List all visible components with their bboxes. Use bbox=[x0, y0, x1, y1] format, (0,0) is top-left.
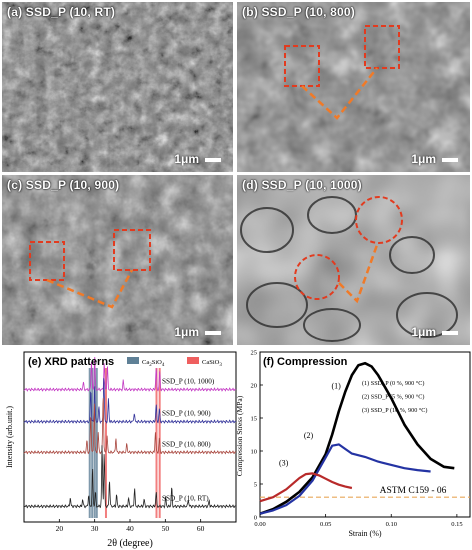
xrd-x-tick-label: 30 bbox=[91, 524, 99, 533]
compression-x-axis-label: Strain (%) bbox=[348, 529, 381, 538]
panel-d-grains bbox=[240, 196, 458, 342]
panel-a-scale-line bbox=[205, 157, 221, 162]
panel-c-scale-line bbox=[205, 330, 221, 335]
compression-series-line bbox=[259, 443, 431, 515]
xrd-reference-band bbox=[95, 368, 98, 518]
compression-x-tick-label: 0.05 bbox=[320, 521, 331, 528]
panel-c-arrow bbox=[46, 269, 134, 309]
compression-legend-entry: (1) SSD_P (0 %, 900 °C) bbox=[362, 380, 424, 387]
xrd-series-line bbox=[23, 357, 237, 392]
xrd-chart: SSD_P (10, 1000) SSD_P (10, 900) SSD_P (10… bbox=[5, 351, 237, 549]
sem-panel-d: (d) SSD_P (10, 1000) 1μm bbox=[237, 175, 470, 345]
compression-curve-markers: (1) (2) (3) bbox=[279, 381, 341, 467]
xrd-series-label: SSD_P (10, RT) bbox=[162, 494, 209, 502]
panel-b-scale-bar: 1μm bbox=[411, 152, 458, 166]
xrd-series-label: SSD_P (10, 1000) bbox=[162, 378, 215, 386]
panel-b-scale-line bbox=[442, 157, 458, 162]
compression-series-lines bbox=[259, 361, 455, 515]
xrd-legend-label-ca2sio4: Ca2SiO4 bbox=[142, 359, 165, 368]
compression-legend: (1) SSD_P (0 %, 900 °C) (2) SSD_P (5 %, 9… bbox=[362, 380, 428, 414]
chart-panels: SSD_P (10, 1000) SSD_P (10, 900) SSD_P (10… bbox=[5, 350, 471, 549]
compression-x-tick-label: 0.15 bbox=[451, 521, 462, 528]
xrd-series-label: SSD_P (10, 800) bbox=[162, 440, 211, 448]
panel-d-scale-bar: 1μm bbox=[411, 325, 458, 339]
sem-panel-b: (b) SSD_P (10, 800) 1μm bbox=[237, 2, 470, 172]
compression-y-tick-label: 25 bbox=[251, 350, 258, 357]
xrd-series-line bbox=[23, 397, 237, 455]
xrd-x-ticks: 20 30 40 50 60 bbox=[56, 519, 205, 533]
panel-c-label: (c) SSD_P (10, 900) bbox=[7, 178, 120, 192]
sem-panel-a: (a) SSD_P (10, RT) 1μm bbox=[2, 2, 233, 172]
xrd-legend-label-casio3: CaSiO3 bbox=[202, 359, 222, 368]
compression-plot-frame bbox=[259, 351, 471, 518]
compression-y-tick-label: 5 bbox=[254, 482, 257, 489]
compression-y-tick-label: 15 bbox=[251, 416, 258, 423]
panel-b-scale-label: 1μm bbox=[411, 152, 436, 166]
astm-reference-label: ASTM C159 - 06 bbox=[380, 486, 447, 496]
xrd-series-labels: SSD_P (10, 1000) SSD_P (10, 900) SSD_P (10… bbox=[162, 378, 215, 503]
compression-y-tick-label: 20 bbox=[251, 383, 258, 390]
compression-curve-marker: (3) bbox=[279, 459, 289, 468]
xrd-reference-band bbox=[93, 368, 96, 518]
panel-a-scale-bar: 1μm bbox=[174, 152, 221, 166]
xrd-reference-band bbox=[104, 368, 107, 518]
panel-a-label: (a) SSD_P (10, RT) bbox=[7, 5, 116, 19]
xrd-series-line bbox=[23, 378, 237, 425]
xrd-plot-frame bbox=[23, 351, 237, 523]
xrd-x-tick-label: 50 bbox=[162, 524, 170, 533]
sem-image-a bbox=[2, 2, 233, 172]
panel-a-scale-label: 1μm bbox=[174, 152, 199, 166]
panel-d-scale-line bbox=[442, 330, 458, 335]
panel-d-arrow bbox=[338, 244, 379, 304]
xrd-reference-band bbox=[91, 368, 94, 518]
compression-title: (f) Compression bbox=[263, 356, 348, 368]
xrd-title: (e) XRD patterns bbox=[28, 356, 114, 368]
sem-image-d bbox=[237, 175, 470, 345]
compression-y-tick-label: 0 bbox=[254, 515, 257, 522]
xrd-series-label: SSD_P (10, 900) bbox=[162, 410, 211, 418]
compression-reference-line: ASTM C159 - 06 bbox=[260, 486, 470, 498]
compression-y-axis-label: Compression Stress (MPa) bbox=[235, 395, 244, 476]
xrd-x-tick-label: 60 bbox=[197, 524, 205, 533]
xrd-reference-band bbox=[155, 368, 158, 518]
xrd-x-tick-label: 20 bbox=[56, 524, 64, 533]
compression-x-tick-label: 0.10 bbox=[386, 521, 397, 528]
sem-image-b bbox=[237, 2, 470, 172]
xrd-series-line bbox=[23, 445, 237, 509]
panel-b-arrow bbox=[301, 67, 378, 120]
compression-series-line bbox=[259, 361, 455, 515]
xrd-legend-swatch-casio3 bbox=[187, 357, 199, 364]
compression-series-line bbox=[259, 472, 353, 503]
compression-y-tick-label: 10 bbox=[251, 449, 258, 456]
xrd-legend-swatch-ca2sio4 bbox=[127, 357, 139, 364]
compression-ticks: 0.00 0.05 0.10 0.15 0 5 10 15 20 25 bbox=[251, 350, 463, 529]
compression-curve-marker: (2) bbox=[304, 431, 314, 440]
compression-curve-marker: (1) bbox=[331, 381, 341, 390]
compression-x-tick-label: 0.00 bbox=[254, 521, 265, 528]
panel-b-label: (b) SSD_P (10, 800) bbox=[242, 5, 355, 19]
panel-d-highlight-circles bbox=[294, 196, 403, 300]
compression-legend-entry: (2) SSD_P (5 %, 900 °C) bbox=[362, 394, 424, 401]
xrd-series-lines bbox=[23, 357, 237, 509]
xrd-x-axis-label: 2θ (degree) bbox=[107, 538, 153, 549]
compression-legend-entry: (3) SSD_P (10 %, 900 °C) bbox=[362, 407, 428, 414]
panel-d-scale-label: 1μm bbox=[411, 325, 436, 339]
xrd-x-tick-label: 40 bbox=[126, 524, 134, 533]
xrd-legend: Ca2SiO4 CaSiO3 bbox=[127, 357, 222, 368]
panel-c-scale-bar: 1μm bbox=[174, 325, 221, 339]
panel-d-label: (d) SSD_P (10, 1000) bbox=[242, 178, 362, 192]
sem-image-c bbox=[2, 175, 233, 345]
compression-chart: ASTM C159 - 06 0.00 0.05 0.10 0.15 0 5 10 15 20 2… bbox=[235, 350, 471, 538]
sem-panel-c: (c) SSD_P (10, 900) 1μm bbox=[2, 175, 233, 345]
panel-c-scale-label: 1μm bbox=[174, 325, 199, 339]
xrd-y-axis-label: Intensity (arb.unit.) bbox=[5, 406, 14, 468]
